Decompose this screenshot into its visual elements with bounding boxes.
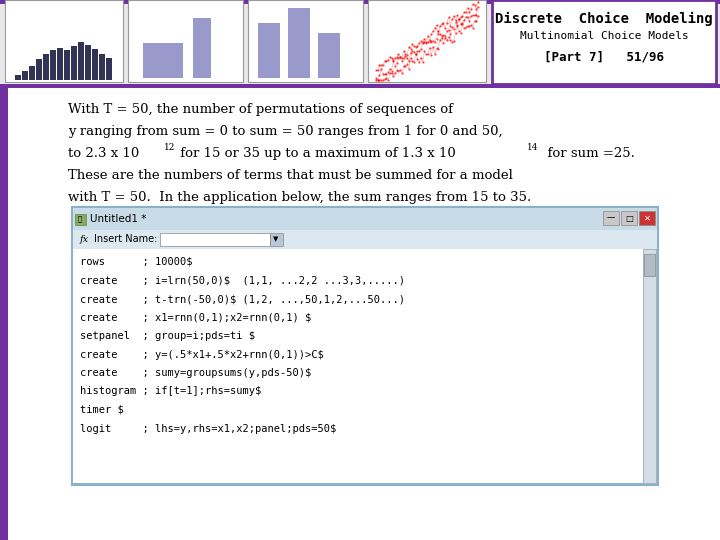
FancyBboxPatch shape — [78, 42, 84, 80]
FancyBboxPatch shape — [0, 84, 720, 88]
FancyBboxPatch shape — [64, 50, 70, 80]
Text: Untitled1 *: Untitled1 * — [90, 214, 146, 224]
Text: —: — — [607, 213, 615, 222]
Text: histogram ; if[t=1];rhs=sumy$: histogram ; if[t=1];rhs=sumy$ — [80, 387, 261, 396]
Text: rows      ; 10000$: rows ; 10000$ — [80, 257, 192, 267]
FancyBboxPatch shape — [0, 88, 720, 540]
Text: □: □ — [625, 213, 633, 222]
FancyBboxPatch shape — [0, 0, 720, 88]
FancyBboxPatch shape — [368, 0, 486, 82]
FancyBboxPatch shape — [492, 0, 716, 84]
Text: create    ; i=lrn(50,0)$  (1,1, ...2,2 ...3,3,.....): create ; i=lrn(50,0)$ (1,1, ...2,2 ...3,… — [80, 275, 405, 286]
Text: for 15 or 35 up to a maximum of 1.3 x 10: for 15 or 35 up to a maximum of 1.3 x 10 — [176, 147, 456, 160]
Text: With T = 50, the number of permutations of sequences of: With T = 50, the number of permutations … — [68, 103, 453, 116]
FancyBboxPatch shape — [99, 54, 105, 80]
FancyBboxPatch shape — [160, 233, 270, 246]
Text: logit     ; lhs=y,rhs=x1,x2;panel;pds=50$: logit ; lhs=y,rhs=x1,x2;panel;pds=50$ — [80, 423, 336, 434]
Text: create    ; sumy=groupsums(y,pds-50)$: create ; sumy=groupsums(y,pds-50)$ — [80, 368, 311, 378]
FancyBboxPatch shape — [5, 0, 123, 82]
Text: 14: 14 — [527, 143, 539, 152]
Text: 12: 12 — [164, 143, 176, 152]
FancyBboxPatch shape — [29, 66, 35, 80]
FancyBboxPatch shape — [50, 50, 56, 80]
FancyBboxPatch shape — [15, 75, 21, 80]
FancyBboxPatch shape — [36, 59, 42, 80]
FancyBboxPatch shape — [73, 230, 657, 249]
Text: ✕: ✕ — [644, 213, 650, 222]
Text: with T = 50.  In the application below, the sum ranges from 15 to 35.: with T = 50. In the application below, t… — [68, 191, 531, 204]
FancyBboxPatch shape — [643, 249, 656, 483]
Text: 📄: 📄 — [78, 215, 82, 222]
Text: create    ; t-trn(-50,0)$ (1,2, ...,50,1,2,...50...): create ; t-trn(-50,0)$ (1,2, ...,50,1,2,… — [80, 294, 405, 304]
FancyBboxPatch shape — [106, 58, 112, 80]
FancyBboxPatch shape — [92, 49, 98, 80]
FancyBboxPatch shape — [75, 214, 86, 225]
FancyBboxPatch shape — [248, 0, 363, 82]
FancyBboxPatch shape — [143, 43, 183, 78]
FancyBboxPatch shape — [128, 0, 243, 82]
Text: for sum =25.: for sum =25. — [539, 147, 635, 160]
Text: create    ; x1=rnn(0,1);x2=rnn(0,1) $: create ; x1=rnn(0,1);x2=rnn(0,1) $ — [80, 313, 311, 322]
FancyBboxPatch shape — [288, 8, 310, 78]
FancyBboxPatch shape — [193, 18, 211, 78]
Text: Insert Name:: Insert Name: — [94, 234, 158, 245]
FancyBboxPatch shape — [43, 54, 49, 80]
FancyBboxPatch shape — [0, 0, 720, 4]
FancyBboxPatch shape — [72, 207, 658, 485]
Text: ▼: ▼ — [274, 237, 279, 242]
FancyBboxPatch shape — [57, 48, 63, 80]
Text: These are the numbers of terms that must be summed for a model: These are the numbers of terms that must… — [68, 169, 513, 182]
Text: setpanel  ; group=i;pds=ti $: setpanel ; group=i;pds=ti $ — [80, 331, 255, 341]
FancyBboxPatch shape — [270, 233, 283, 246]
FancyBboxPatch shape — [258, 23, 280, 78]
FancyBboxPatch shape — [639, 211, 655, 225]
FancyBboxPatch shape — [603, 211, 619, 225]
Text: to 2.3 x 10: to 2.3 x 10 — [68, 147, 139, 160]
Text: y ranging from sum = 0 to sum = 50 ranges from 1 for 0 and 50,: y ranging from sum = 0 to sum = 50 range… — [68, 125, 503, 138]
Text: fx: fx — [80, 235, 89, 244]
FancyBboxPatch shape — [318, 33, 340, 78]
FancyBboxPatch shape — [621, 211, 637, 225]
FancyBboxPatch shape — [644, 254, 655, 276]
FancyBboxPatch shape — [22, 71, 28, 80]
Text: [Part 7]   51/96: [Part 7] 51/96 — [544, 50, 664, 63]
Text: Multinomial Choice Models: Multinomial Choice Models — [520, 31, 688, 41]
FancyBboxPatch shape — [71, 46, 77, 80]
FancyBboxPatch shape — [85, 45, 91, 80]
FancyBboxPatch shape — [73, 249, 643, 483]
Text: create    ; y=(.5*x1+.5*x2+rnn(0,1))>C$: create ; y=(.5*x1+.5*x2+rnn(0,1))>C$ — [80, 349, 324, 360]
Text: Discrete  Choice  Modeling: Discrete Choice Modeling — [495, 12, 713, 26]
FancyBboxPatch shape — [73, 208, 657, 230]
Text: timer $: timer $ — [80, 405, 124, 415]
FancyBboxPatch shape — [0, 88, 8, 540]
